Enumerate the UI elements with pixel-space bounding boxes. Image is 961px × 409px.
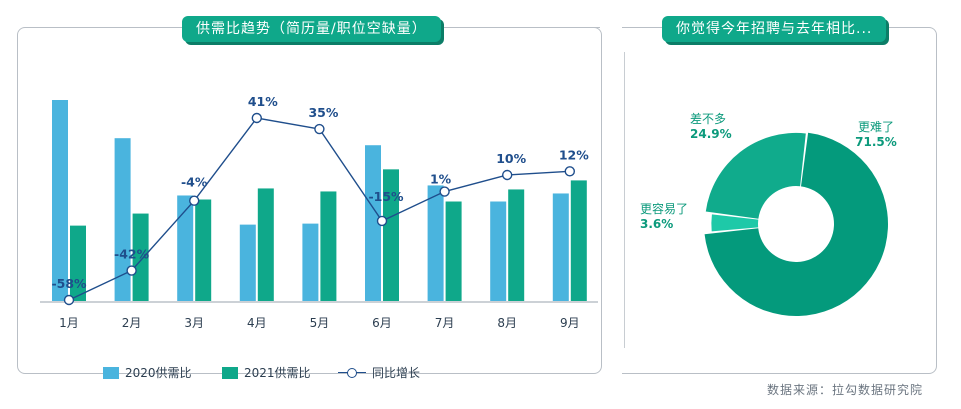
bar-2020 (52, 100, 68, 301)
donut-slice (711, 214, 759, 232)
growth-label: -4% (181, 175, 208, 190)
legend-label-growth: 同比增长 (372, 366, 421, 380)
legend-line-marker (338, 367, 366, 379)
bar-2021 (70, 225, 86, 301)
x-tick-label: 6月 (372, 316, 392, 330)
bar-2021 (257, 188, 274, 301)
bar-2021 (320, 191, 337, 301)
bar-2020 (239, 224, 256, 301)
slice-label: 更难了 (858, 120, 894, 134)
growth-label: -58% (51, 276, 87, 291)
x-tick-label: 5月 (310, 316, 330, 330)
donut-slice (705, 132, 806, 219)
growth-label: -42% (114, 247, 150, 262)
x-tick-label: 7月 (435, 316, 455, 330)
growth-point (376, 215, 388, 227)
slice-label: 更容易了 (640, 201, 688, 216)
legend-item-2020: 2020供需比 (103, 364, 192, 381)
growth-point (439, 186, 450, 197)
x-tick-label: 8月 (497, 316, 517, 330)
growth-point (564, 166, 575, 177)
growth-label: 12% (559, 147, 589, 162)
bar-2020 (114, 138, 131, 301)
bar-2021 (508, 189, 525, 301)
growth-point (502, 169, 513, 181)
slice-value-label: 3.6% (640, 217, 673, 231)
bar-2020 (490, 201, 507, 301)
bar-2021 (570, 180, 587, 301)
legend-swatch-2021 (222, 366, 238, 379)
x-tick-label: 9月 (560, 316, 580, 330)
donut-slice (704, 132, 889, 316)
bar-2020 (427, 185, 444, 301)
growth-point (314, 123, 325, 135)
legend-item-2021: 2021供需比 (222, 364, 311, 381)
bar-2020 (552, 193, 569, 301)
bar-chart-title: 供需比趋势（简历量/职位空缺量） (182, 16, 441, 42)
growth-label: 41% (248, 94, 278, 109)
growth-point (63, 294, 75, 306)
bar-2020 (365, 145, 381, 301)
slice-value-label: 24.9% (690, 127, 732, 141)
x-tick-label: 1月 (59, 316, 79, 330)
left-title-line (466, 27, 600, 28)
slice-label: 差不多 (690, 112, 726, 126)
bar-2020 (177, 195, 194, 301)
growth-point (251, 112, 262, 124)
x-tick-label: 4月 (247, 316, 267, 330)
legend-label-2020: 2020供需比 (125, 366, 192, 380)
pie-chart-title: 你觉得今年招聘与去年相比... (662, 16, 887, 42)
growth-point (188, 195, 200, 206)
bar-2021 (383, 169, 399, 301)
bar-2020 (302, 223, 319, 301)
growth-label: 1% (430, 172, 452, 187)
growth-label: 10% (496, 151, 526, 166)
x-tick-label: 3月 (184, 316, 204, 330)
data-source: 数据来源：拉勾数据研究院 (766, 383, 923, 397)
x-tick-label: 2月 (122, 316, 142, 330)
panel-divider (624, 52, 625, 348)
bar-chart: 1月 2月 3月 4月 5月 6月 7月 8月 9月 -58% -42% -4% 41% 35% -15% 1… (40, 94, 598, 330)
slice-value-label: 71.5% (855, 135, 897, 149)
legend-item-growth: 同比增长 (338, 364, 420, 381)
legend-label-2021: 2021供需比 (244, 366, 311, 380)
legend-swatch-2020 (103, 366, 119, 379)
bar-2021 (132, 213, 149, 301)
growth-point (126, 265, 137, 276)
growth-label: 35% (308, 105, 338, 120)
bar-2021 (195, 199, 212, 301)
growth-label: -15% (368, 189, 404, 204)
bar-2021 (445, 201, 462, 301)
